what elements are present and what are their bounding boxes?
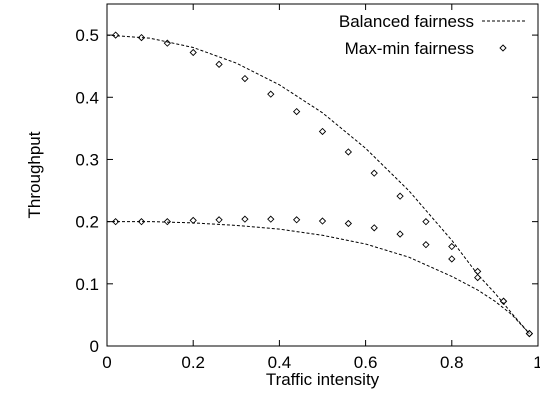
balanced-fairness-curve-1 [107,221,530,334]
max-min-fairness-point [448,242,456,251]
max-min-fairness-point [474,267,482,276]
series-layer [106,31,534,338]
max-min-fairness-point [318,127,327,136]
max-min-fairness-point [137,33,146,42]
max-min-fairness-point [370,224,378,232]
max-min-fairness-point [241,74,249,83]
max-min-fairness-point [448,255,456,263]
y-tick-label: 0.3 [75,150,99,169]
y-axis: 0 0.1 0.2 0.3 0.4 0.5 [75,26,538,356]
legend-label-balanced-fairness: Balanced fairness [339,12,474,31]
max-min-fairness-point [215,60,223,68]
max-min-fairness-point [396,230,404,238]
max-min-fairness-point [396,192,404,200]
max-min-fairness-point [422,217,430,226]
max-min-fairness-point [189,216,197,225]
max-min-fairness-point [474,273,482,282]
x-axis-label: Traffic intensity [266,370,380,389]
y-tick-label: 0.2 [75,213,99,232]
x-tick-label: 0.6 [354,353,378,372]
x-tick-label: 0.2 [181,353,205,372]
x-tick-label: 0.4 [268,353,292,372]
max-min-fairness-point [422,241,430,249]
y-tick-label: 0.1 [75,275,99,294]
max-min-fairness-point [163,217,171,226]
max-min-fairness-point [293,107,301,116]
legend-label-max-min-fairness: Max-min fairness [345,39,474,58]
y-tick-label: 0 [90,337,99,356]
legend: Balanced fairness Max-min fairness [339,12,525,58]
max-min-fairness-point [344,219,352,228]
max-min-fairness-point [499,297,508,305]
max-min-fairness-point [111,31,120,39]
max-min-fairness-point [293,216,301,224]
plot-area [106,3,539,347]
max-min-fairness-point [137,217,146,226]
max-min-fairness-point [241,215,249,223]
max-min-fairness-point [344,148,352,156]
max-min-fairness-point [318,217,327,225]
y-tick-label: 0.4 [75,88,99,107]
max-min-fairness-point [215,216,223,224]
plot-border [106,3,539,347]
x-tick-label: 0 [102,353,111,372]
y-axis-label: Throughput [25,131,44,218]
max-min-fairness-point [111,217,120,226]
max-min-fairness-point [267,90,275,98]
max-min-fairness-point [370,169,378,177]
max-min-fairness-point [525,329,534,338]
legend-swatch-max-min-fairness [499,44,507,52]
x-axis: 0 0.2 0.4 0.6 0.8 1 [102,4,540,372]
max-min-fairness-point [267,215,275,223]
balanced-fairness-curve-0 [106,34,530,334]
y-tick-label: 0.5 [75,26,99,45]
max-min-fairness-point [163,39,171,47]
x-tick-label: 1 [533,353,540,372]
max-min-fairness-point [189,48,197,57]
x-tick-label: 0.8 [440,353,464,372]
